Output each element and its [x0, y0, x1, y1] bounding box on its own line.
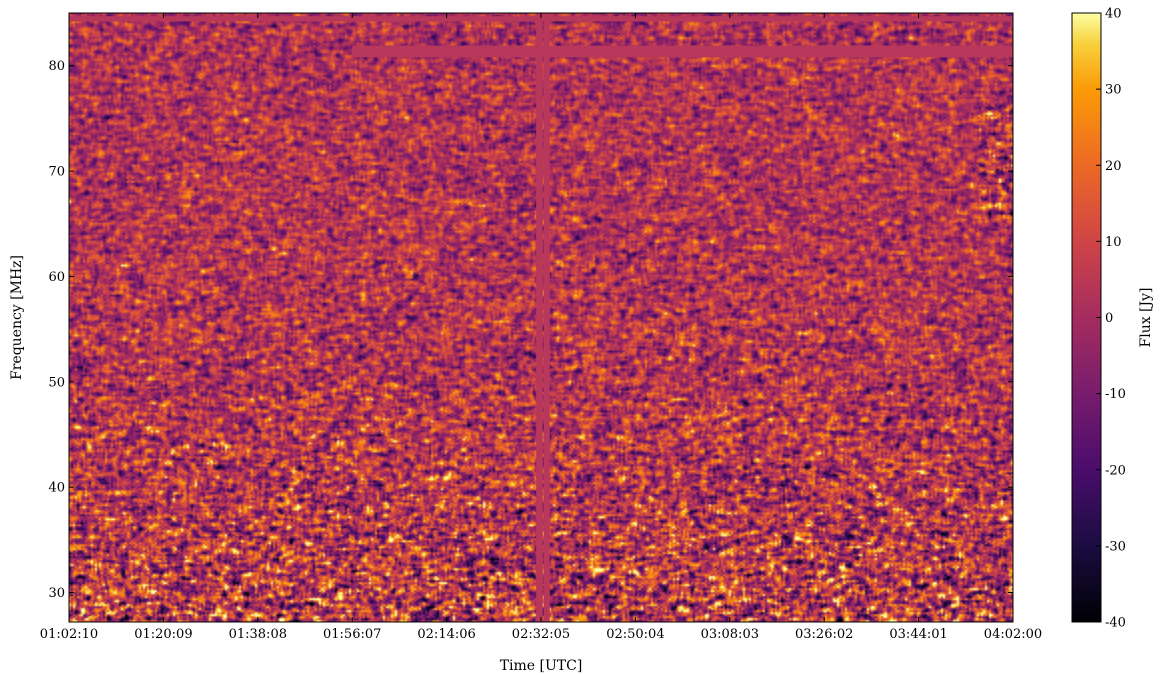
- x-tick-label: 01:56:07: [323, 627, 381, 642]
- colorbar-tick-label: 30: [1105, 83, 1122, 98]
- colorbar-tick-label: 40: [1105, 7, 1122, 22]
- colorbar-tick-label: -40: [1105, 616, 1126, 631]
- x-tick-label: 02:50:04: [606, 627, 664, 642]
- y-tick-label: 30: [48, 586, 65, 601]
- colorbar: -40 -30 -20 -10 0 10 20 30 40 Flux [Jy]: [1071, 7, 1154, 631]
- colorbar-tick-label: 20: [1105, 159, 1122, 174]
- x-tick-label: 03:26:02: [795, 627, 853, 642]
- plot-area: [68, 12, 1014, 623]
- x-tick-label: 01:20:09: [134, 627, 192, 642]
- x-tick-label: 01:38:08: [229, 627, 287, 642]
- colorbar-tick-label: -20: [1105, 463, 1126, 478]
- y-tick-label: 70: [48, 165, 65, 180]
- masked-regions: [69, 13, 1013, 622]
- y-tick-label: 50: [48, 375, 65, 390]
- x-axis-label: Time [UTC]: [500, 658, 583, 674]
- colorbar-label: Flux [Jy]: [1138, 288, 1154, 348]
- x-axis-ticks: 01:02:10 01:20:09 01:38:08 01:56:07 02:14:06…: [40, 13, 1042, 642]
- x-tick-label: 02:32:05: [512, 627, 570, 642]
- colorbar-tick-label: 10: [1105, 235, 1122, 250]
- y-tick-label: 40: [48, 481, 65, 496]
- x-tick-label: 02:14:06: [417, 627, 475, 642]
- x-tick-label: 01:02:10: [40, 627, 98, 642]
- colorbar-tick-label: -30: [1105, 539, 1126, 554]
- masked-time-column-2: [543, 13, 550, 622]
- y-axis-label: Frequency [MHz]: [9, 255, 25, 380]
- x-tick-label: 03:44:01: [889, 627, 947, 642]
- masked-time-column-1: [536, 13, 543, 622]
- masked-frequency-row-1: [352, 45, 1013, 58]
- y-tick-label: 60: [48, 270, 65, 285]
- y-tick-label: 80: [48, 59, 65, 74]
- x-tick-label: 03:08:03: [701, 627, 759, 642]
- colorbar-ticks: -40 -30 -20 -10 0 10 20 30 40: [1096, 7, 1126, 631]
- colorbar-tick-label: 0: [1105, 311, 1113, 326]
- masked-frequency-row-2: [69, 16, 1013, 22]
- x-tick-label: 04:02:00: [984, 627, 1042, 642]
- colorbar-tick-label: -10: [1105, 387, 1126, 402]
- y-axis-ticks: 30 40 50 60 70 80: [48, 59, 1013, 601]
